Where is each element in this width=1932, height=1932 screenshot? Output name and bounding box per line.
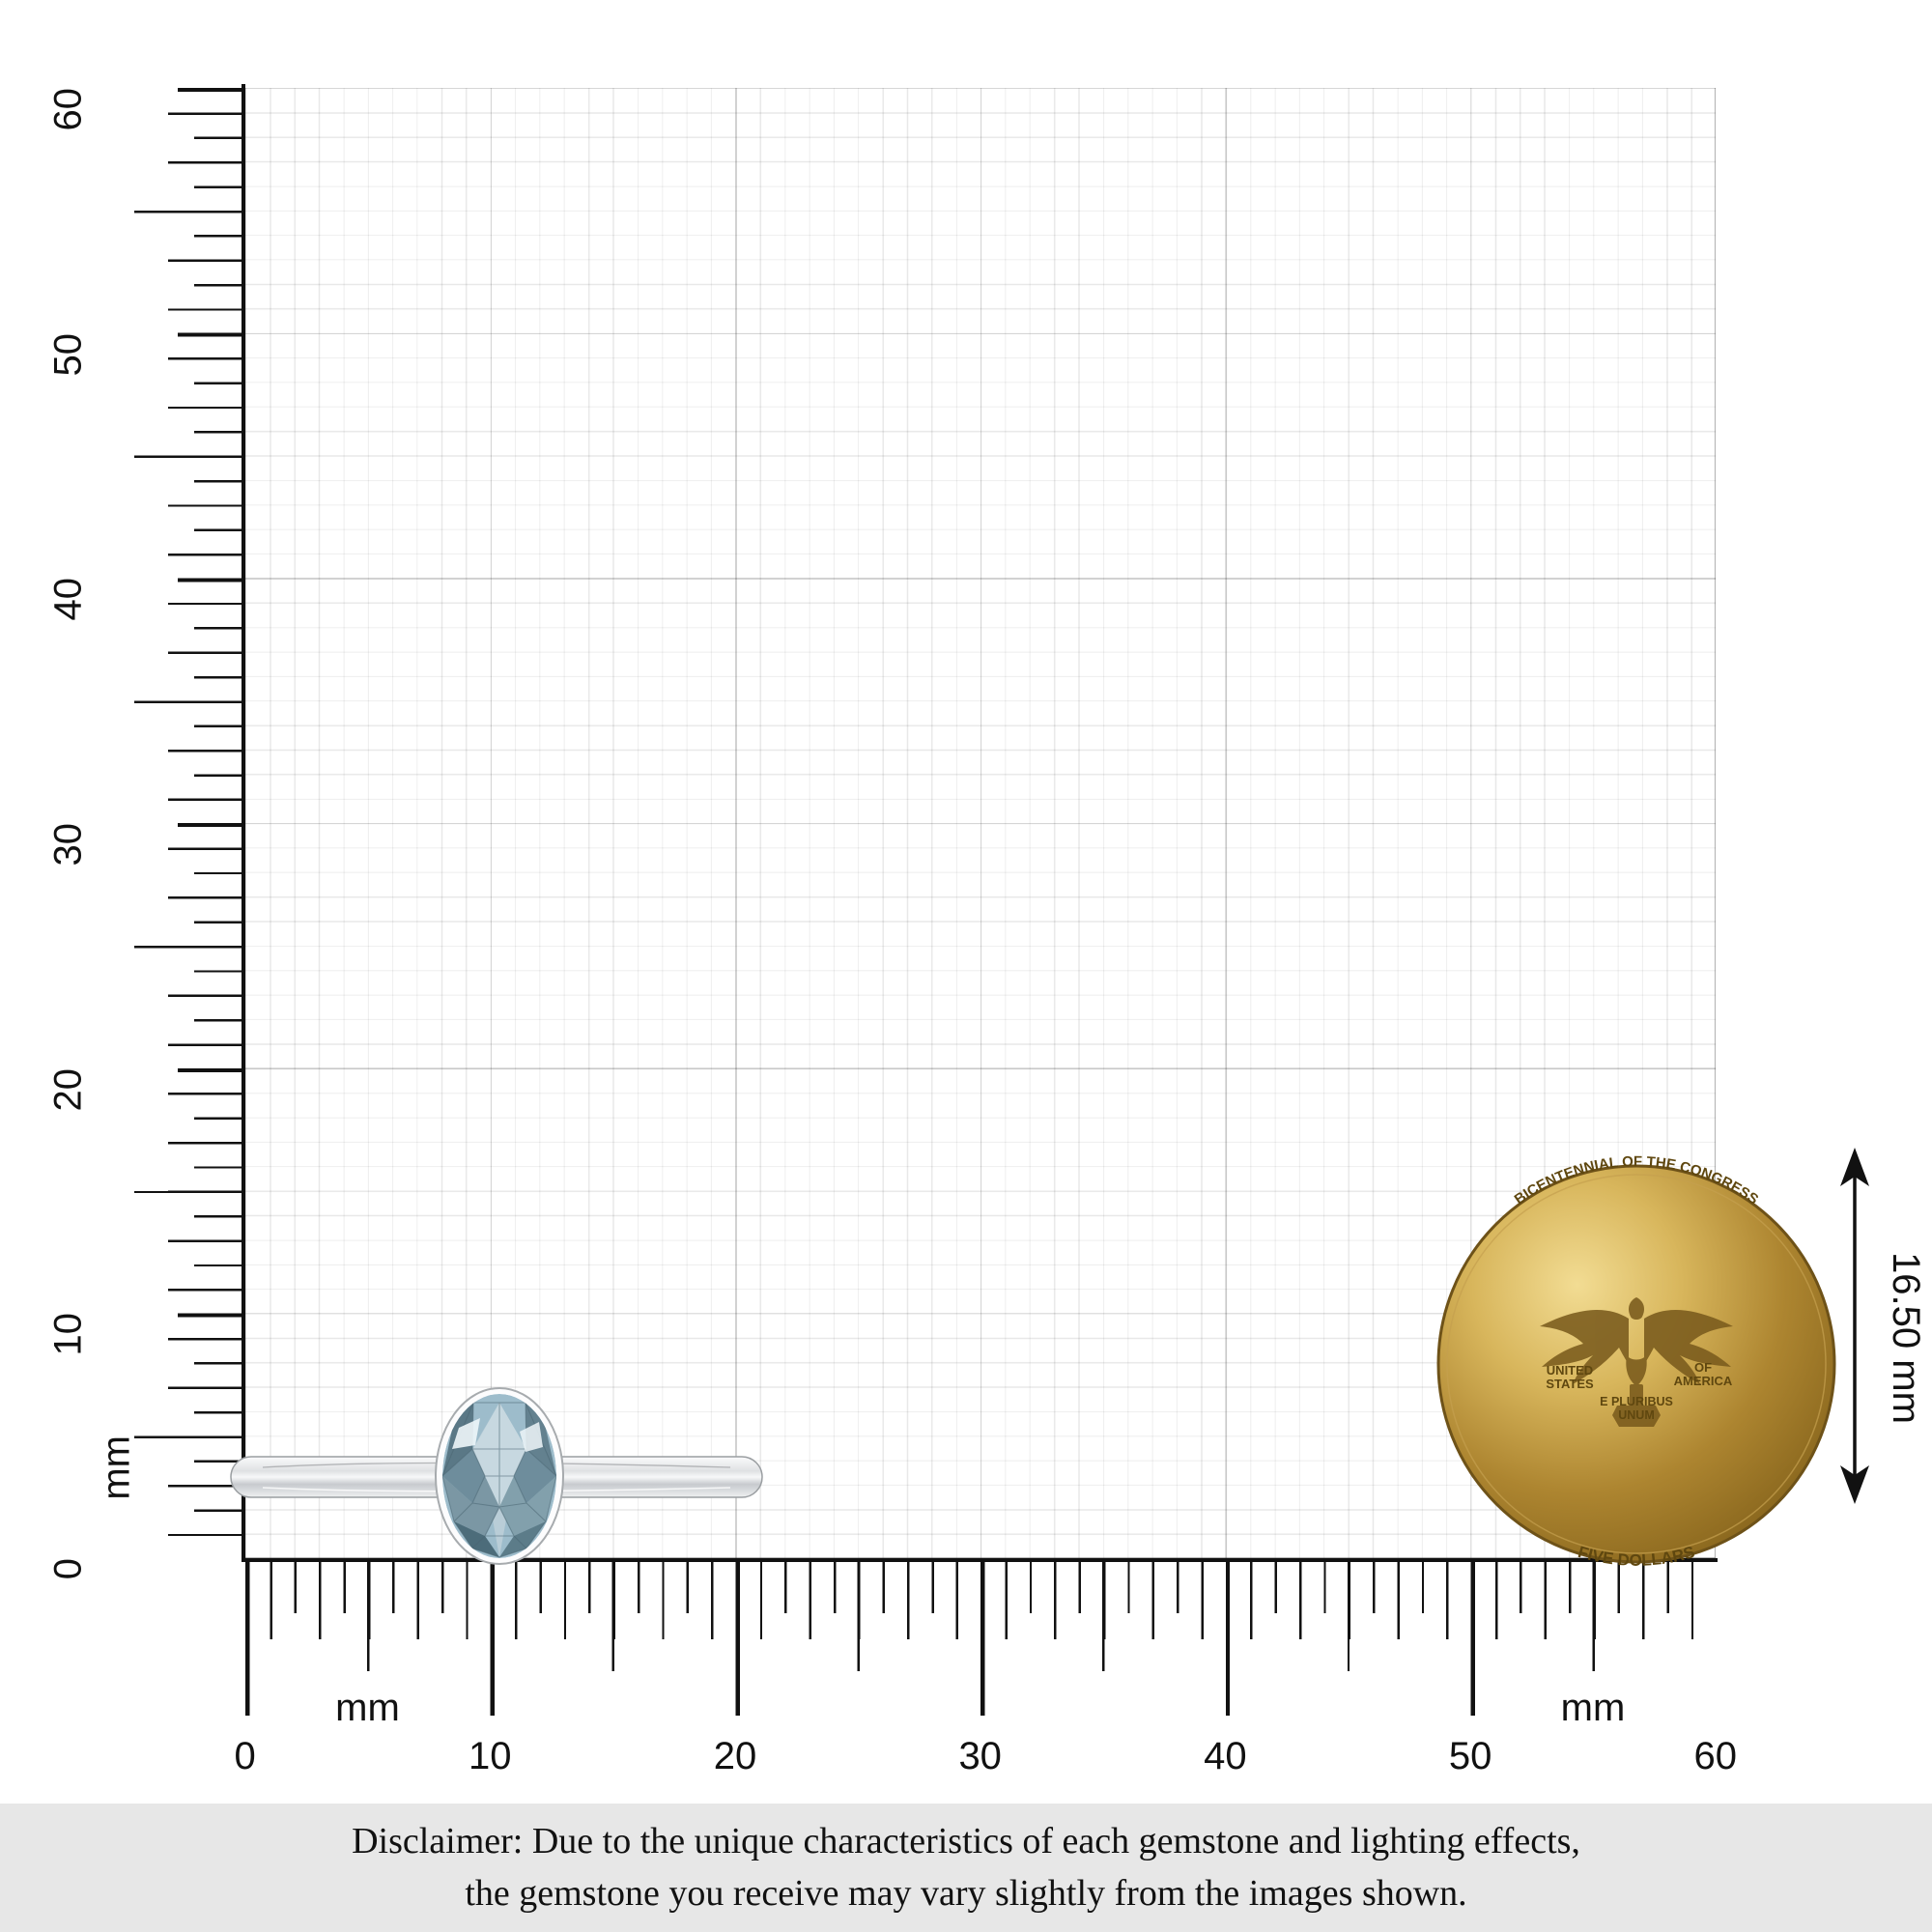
svg-text:16.50 mm: 16.50 mm [1885, 1252, 1927, 1424]
svg-text:UNUM: UNUM [1618, 1408, 1655, 1422]
svg-text:STATES: STATES [1546, 1377, 1594, 1391]
svg-text:E PLURIBUS: E PLURIBUS [1600, 1395, 1673, 1408]
svg-text:OF: OF [1694, 1360, 1712, 1375]
svg-text:AMERICA: AMERICA [1674, 1374, 1733, 1388]
svg-text:UNITED: UNITED [1547, 1363, 1593, 1378]
